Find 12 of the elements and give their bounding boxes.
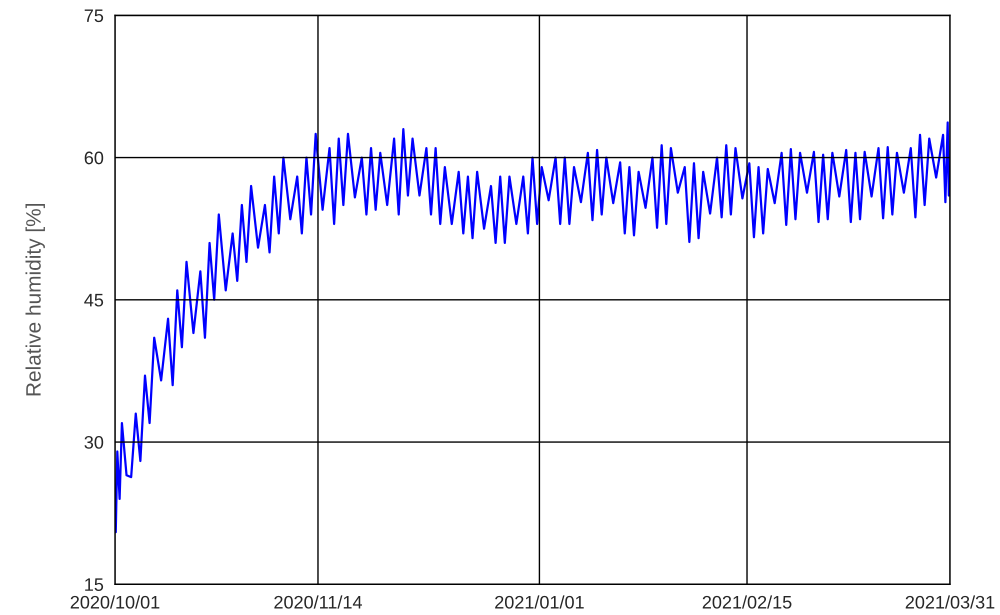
y-axis-title: Relative humidity [%]: [26, 204, 45, 396]
y-tick-label: 30: [84, 436, 104, 449]
y-tick-label: 15: [85, 578, 104, 591]
x-tick-label: 2021/02/15: [702, 595, 792, 609]
y-tick-label: 45: [84, 294, 104, 307]
x-tick-label: 2021/03/31: [906, 595, 994, 609]
y-tick-label: 60: [84, 152, 104, 164]
line-series: [115, 121, 950, 534]
x-tick-label: 2020/10/01: [70, 595, 160, 609]
y-tick-label: 75: [84, 9, 104, 22]
x-tick-label: 2021/01/01: [495, 595, 584, 609]
x-tick-label: 2020/11/14: [274, 595, 362, 609]
